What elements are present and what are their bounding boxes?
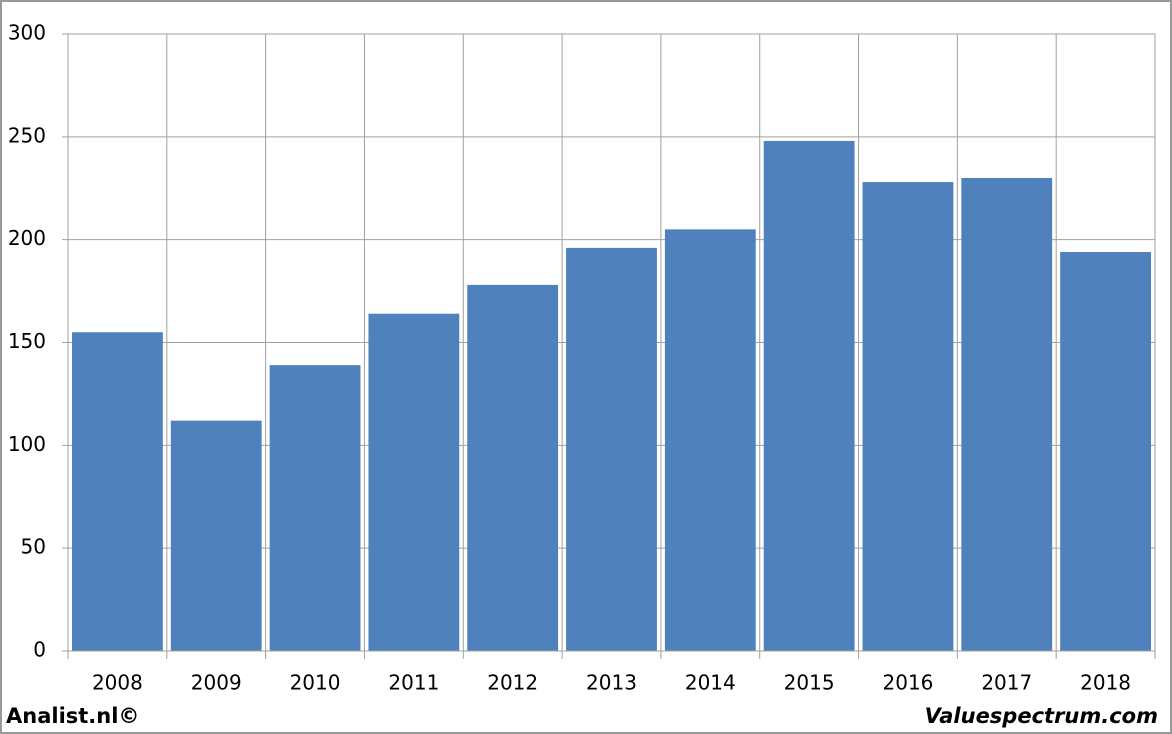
bar	[467, 284, 559, 651]
bar	[664, 229, 756, 651]
x-tick-label: 2015	[784, 671, 835, 695]
y-tick-label: 200	[8, 226, 46, 250]
footer-left: Analist.nl©	[6, 704, 139, 728]
x-tick-label: 2009	[191, 671, 242, 695]
y-tick-label: 100	[8, 432, 46, 456]
y-tick-label: 0	[33, 638, 46, 662]
x-tick-label: 2018	[1080, 671, 1131, 695]
footer-right: Valuespectrum.com	[925, 704, 1158, 728]
bar	[763, 140, 855, 652]
bar	[1060, 252, 1151, 652]
x-tick-label: 2010	[290, 671, 341, 695]
bar	[72, 332, 163, 651]
bar	[170, 420, 262, 651]
x-tick-label: 2011	[388, 671, 439, 695]
x-tick-label: 2014	[685, 671, 736, 695]
bar	[269, 365, 361, 651]
y-tick-label: 150	[8, 329, 46, 353]
y-tick-label: 250	[8, 123, 46, 147]
bar	[862, 182, 954, 651]
y-tick-label: 50	[21, 535, 46, 559]
x-tick-label: 2008	[92, 671, 143, 695]
x-tick-label: 2013	[586, 671, 637, 695]
x-tick-label: 2017	[981, 671, 1032, 695]
y-tick-label: 300	[8, 21, 46, 45]
bar	[566, 247, 657, 652]
x-tick-label: 2012	[487, 671, 538, 695]
bar	[368, 313, 460, 651]
x-tick-label: 2016	[883, 671, 934, 695]
bar	[961, 177, 1053, 651]
